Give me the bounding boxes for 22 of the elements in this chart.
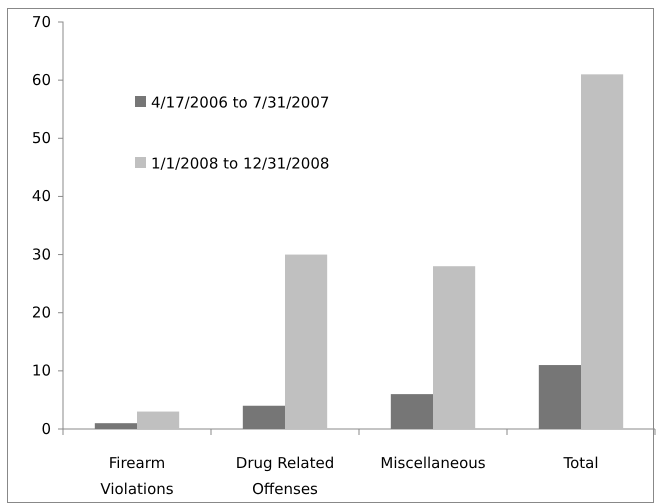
y-tick-label: 60 xyxy=(32,70,51,89)
legend-label: 4/17/2006 to 7/31/2007 xyxy=(151,93,330,112)
bar xyxy=(538,365,581,429)
y-tick-label: 10 xyxy=(32,362,51,380)
bar xyxy=(390,394,433,429)
x-tick-label: Drug Related Offenses xyxy=(236,454,334,498)
bar xyxy=(433,266,476,429)
legend-label: 1/1/2008 to 12/31/2008 xyxy=(151,154,330,172)
x-tick-label: Total xyxy=(562,454,599,472)
x-tick-label: Firearm Violations xyxy=(100,454,174,498)
bar xyxy=(285,254,328,429)
bar xyxy=(94,423,137,429)
bar xyxy=(242,406,285,429)
bar xyxy=(137,412,180,429)
y-tick-label: 20 xyxy=(32,304,51,322)
y-tick-label: 40 xyxy=(32,187,51,206)
y-tick-label: 70 xyxy=(32,12,51,31)
y-tick-label: 0 xyxy=(41,420,51,438)
bar xyxy=(581,74,624,429)
x-tick-label: Miscellaneous xyxy=(380,454,486,472)
y-tick-label: 30 xyxy=(32,245,51,264)
y-tick-label: 50 xyxy=(32,129,51,148)
